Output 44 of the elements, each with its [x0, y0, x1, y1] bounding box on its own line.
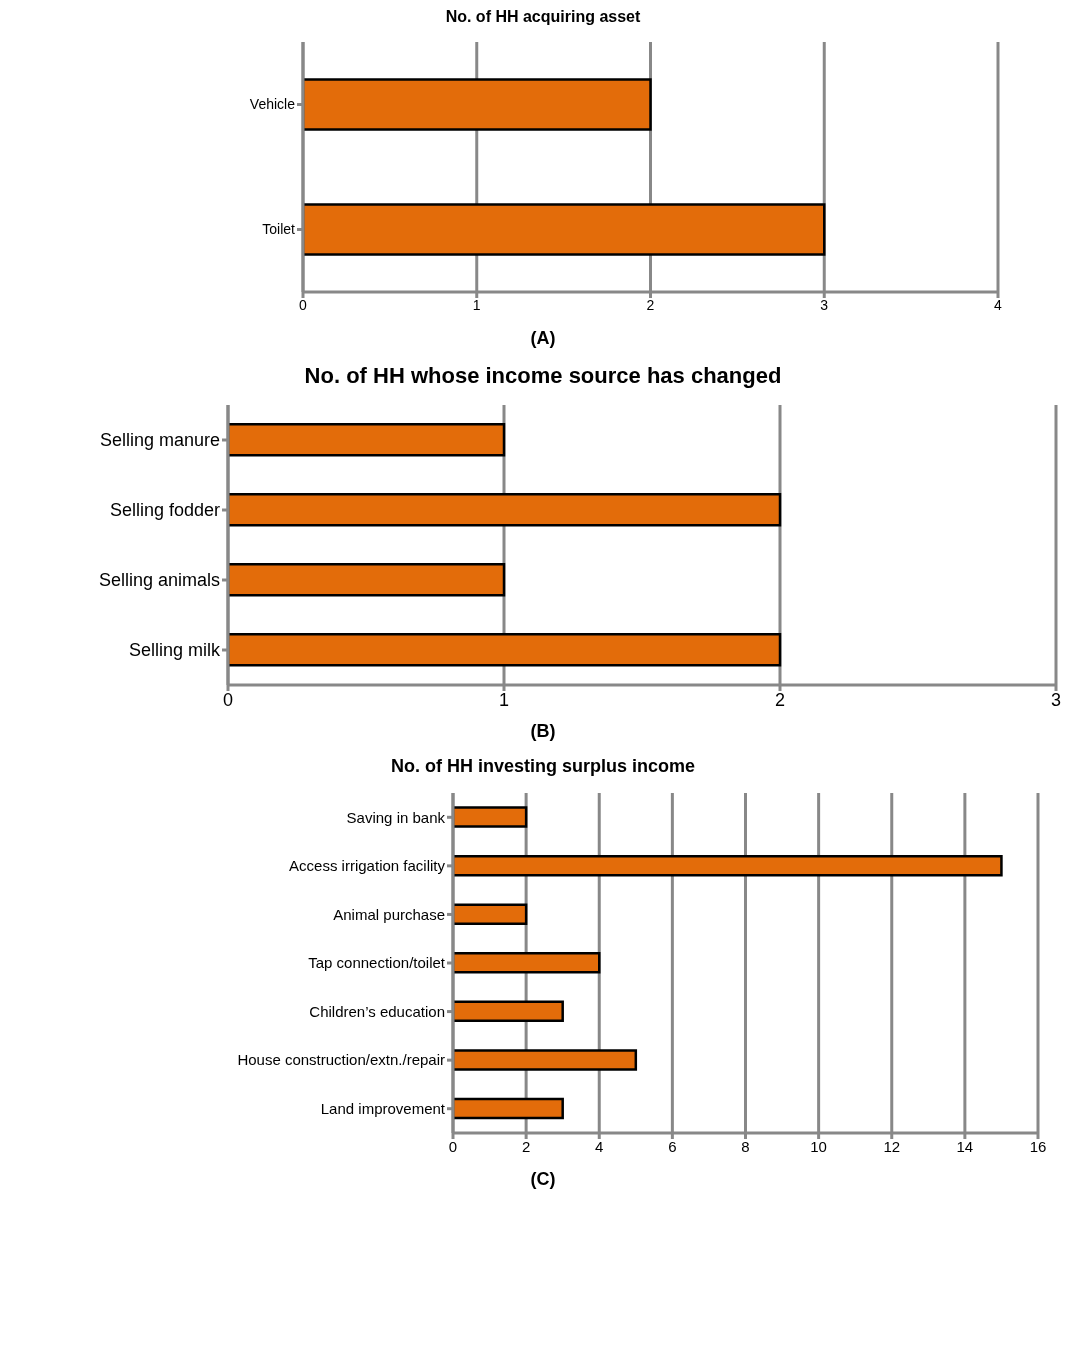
x-tick-label: 1: [472, 296, 481, 313]
bar: [453, 1097, 564, 1120]
x-tick-label: 0: [299, 296, 308, 313]
x-tick-label: 2: [521, 1137, 531, 1155]
bar: [453, 854, 1003, 877]
y-tick-label: Selling manure: [99, 430, 220, 451]
y-tick-label: Tap connection/toilet: [308, 954, 446, 972]
x-tick-label: 0: [222, 689, 234, 710]
x-tick-label: 4: [994, 296, 1003, 313]
bar: [453, 952, 601, 974]
x-tick-label: 16: [1029, 1137, 1047, 1155]
x-tick-label: 2: [774, 689, 786, 710]
bar: [453, 806, 528, 828]
y-tick-label: Selling milk: [128, 640, 221, 661]
x-tick-label: 1: [498, 689, 510, 710]
y-tick-label: Toilet: [262, 221, 296, 238]
chart-title: No. of HH whose income source has changed: [303, 363, 783, 389]
x-tick-label: 0: [448, 1137, 458, 1155]
x-tick-label: 3: [820, 296, 829, 313]
y-tick-label: Animal purchase: [333, 905, 445, 923]
text: (B): [529, 721, 557, 742]
x-tick-label: 2: [646, 296, 655, 313]
y-tick-label: Saving in bank: [346, 808, 446, 826]
bar: [453, 1049, 638, 1071]
x-tick-label: 10: [810, 1137, 827, 1155]
x-tick-label: 3: [1050, 689, 1062, 710]
y-tick-label: Land improvement: [320, 1100, 446, 1118]
y-tick-label: Vehicle: [249, 96, 296, 113]
x-tick-label: 14: [956, 1137, 974, 1155]
y-tick-label: Selling animals: [98, 570, 220, 591]
y-tick-label: Children’s education: [309, 1002, 445, 1020]
y-tick-label: Access irrigation facility: [289, 857, 446, 875]
text: (A): [529, 328, 557, 349]
text: (C): [529, 1169, 557, 1190]
chart-title: No. of HH acquiring asset: [444, 8, 642, 26]
bar: [453, 903, 528, 925]
y-tick-label: House construction/extn./repair: [237, 1051, 445, 1069]
x-tick-label: 6: [668, 1137, 677, 1155]
chart-title: No. of HH investing surplus income: [390, 756, 696, 777]
x-tick-label: 12: [883, 1137, 901, 1155]
bar: [453, 1000, 564, 1023]
x-tick-label: 8: [741, 1137, 750, 1155]
x-tick-label: 4: [595, 1137, 604, 1155]
y-tick-label: Selling fodder: [109, 500, 220, 521]
